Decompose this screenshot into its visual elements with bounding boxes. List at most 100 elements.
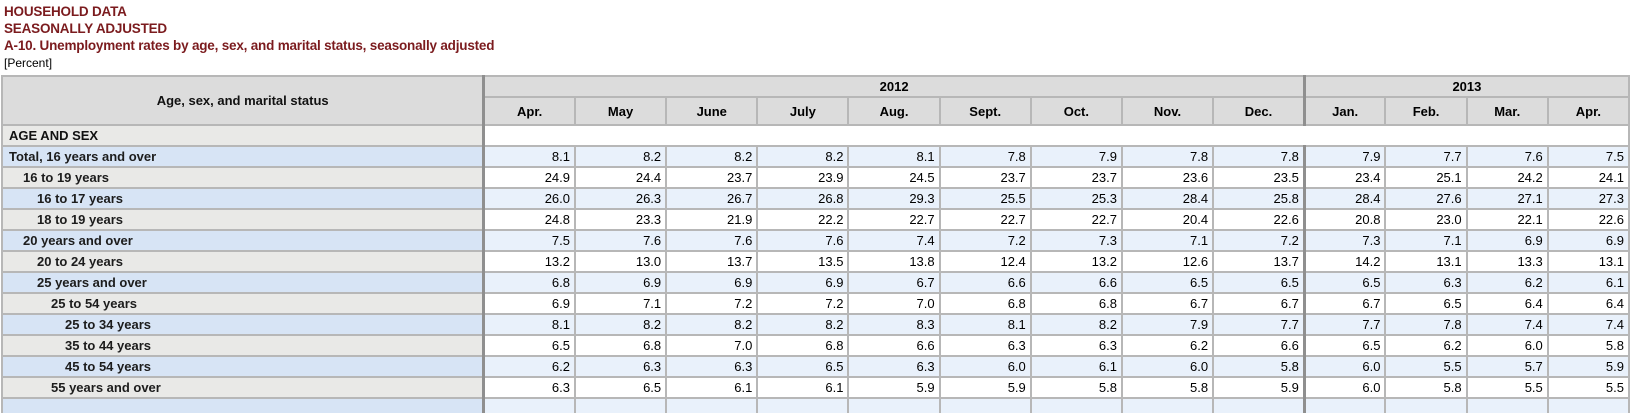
data-cell — [665, 397, 759, 413]
section-header-label: AGE AND SEX — [1, 124, 485, 147]
data-cell: 25.5 — [938, 187, 1032, 210]
data-cell: 6.8 — [482, 271, 577, 294]
data-cell: 5.5 — [1384, 355, 1468, 378]
data-cell: 27.1 — [1465, 187, 1549, 210]
data-cell: 8.3 — [847, 313, 941, 336]
data-cell: 24.1 — [1546, 166, 1631, 189]
data-cell: 13.2 — [482, 250, 577, 273]
table-row: 20 to 24 years 13.2 13.0 13.7 13.5 13.8 12.4 13… — [1, 250, 1631, 273]
data-cell: 25.8 — [1212, 187, 1306, 210]
data-cell: 5.7 — [1465, 355, 1549, 378]
data-cell: 6.3 — [1384, 271, 1468, 294]
data-cell: 6.3 — [573, 355, 668, 378]
data-cell: 6.8 — [573, 334, 668, 357]
header-row-months: Apr. May June July Aug. Sept. Oct. Nov. Dec. Jan.… — [2, 96, 1631, 126]
row-label-cell: 25 to 34 years — [1, 313, 485, 336]
data-cell: 6.8 — [938, 292, 1032, 315]
data-cell: 6.9 — [665, 271, 759, 294]
section-header-row: AGE AND SEX — [1, 124, 1631, 147]
unit-note: [Percent] — [4, 56, 53, 70]
data-cell: 21.9 — [665, 208, 759, 231]
row-label-cell: 45 to 54 years — [1, 355, 485, 378]
data-cell: 26.3 — [573, 187, 668, 210]
data-cell — [1465, 397, 1549, 413]
data-cell: 6.8 — [756, 334, 850, 357]
month-header: Sept. — [938, 96, 1032, 126]
row-label-cell: 25 years and over — [1, 271, 485, 294]
data-cell: 24.9 — [482, 166, 577, 189]
data-cell — [847, 397, 941, 413]
data-cell: 6.3 — [482, 376, 577, 399]
row-label-cell: 20 years and over — [1, 229, 485, 252]
data-cell: 7.1 — [573, 292, 668, 315]
data-cell: 7.9 — [1302, 145, 1387, 168]
data-cell: 6.6 — [847, 334, 941, 357]
data-cell: 6.5 — [482, 334, 577, 357]
data-cell: 5.9 — [1212, 376, 1306, 399]
data-cell: 7.7 — [1302, 313, 1387, 336]
data-cell: 7.6 — [573, 229, 668, 252]
data-cell: 6.7 — [847, 271, 941, 294]
data-cell: 6.0 — [938, 355, 1032, 378]
data-cell: 6.3 — [665, 355, 759, 378]
data-cell: 26.7 — [665, 187, 759, 210]
table-row: 16 to 19 years 24.9 24.4 23.7 23.9 24.5 23.7 23… — [1, 166, 1631, 189]
data-cell: 24.8 — [482, 208, 577, 231]
month-header: July — [756, 96, 850, 126]
data-cell: 7.2 — [756, 292, 850, 315]
data-cell: 22.6 — [1212, 208, 1306, 231]
month-header: Dec. — [1212, 96, 1306, 126]
row-label-cell: 16 to 19 years — [1, 166, 485, 189]
data-cell: 7.4 — [847, 229, 941, 252]
data-cell: 29.3 — [847, 187, 941, 210]
data-cell: 7.5 — [1546, 145, 1631, 168]
data-cell: 5.9 — [847, 376, 941, 399]
data-cell — [1546, 397, 1631, 413]
data-cell: 7.5 — [482, 229, 577, 252]
data-cell: 13.0 — [573, 250, 668, 273]
data-cell: 22.7 — [938, 208, 1032, 231]
data-cell: 7.1 — [1120, 229, 1215, 252]
table-row: Total, 16 years and over 8.1 8.2 8.2 8.2 8.1 7… — [1, 145, 1631, 168]
data-cell: 26.8 — [756, 187, 850, 210]
data-cell: 8.2 — [665, 145, 759, 168]
data-cell: 6.3 — [847, 355, 941, 378]
data-cell: 23.9 — [756, 166, 850, 189]
data-cell: 5.9 — [938, 376, 1032, 399]
month-header: Mar. — [1465, 96, 1549, 126]
data-cell: 13.8 — [847, 250, 941, 273]
data-cell: 6.5 — [756, 355, 850, 378]
data-cell: 23.4 — [1302, 166, 1387, 189]
data-cell: 13.5 — [756, 250, 850, 273]
data-cell: 5.9 — [1546, 355, 1631, 378]
data-cell: 6.0 — [1120, 355, 1215, 378]
data-cell: 6.8 — [1029, 292, 1123, 315]
data-cell: 6.5 — [1302, 271, 1387, 294]
month-header: May — [573, 96, 668, 126]
data-cell: 26.0 — [482, 187, 577, 210]
data-cell: 6.2 — [482, 355, 577, 378]
partial-clipped-row — [1, 397, 1631, 413]
table-row: 45 to 54 years 6.2 6.3 6.3 6.5 6.3 6.0 6.1 6.0 5.… — [1, 355, 1631, 378]
data-cell: 6.7 — [1212, 292, 1306, 315]
data-cell: 8.2 — [756, 313, 850, 336]
data-cell: 22.7 — [847, 208, 941, 231]
data-cell: 8.1 — [482, 145, 577, 168]
data-cell: 7.7 — [1212, 313, 1306, 336]
data-cell: 8.2 — [573, 313, 668, 336]
month-header: Nov. — [1120, 96, 1215, 126]
table-row: 25 to 54 years 6.9 7.1 7.2 7.2 7.0 6.8 6.8 6.7 6.… — [1, 292, 1631, 315]
household-data-heading: HOUSEHOLD DATA — [4, 4, 127, 19]
table-row: 35 to 44 years 6.5 6.8 7.0 6.8 6.6 6.3 6.3 6.2 6.… — [1, 334, 1631, 357]
data-cell: 7.6 — [665, 229, 759, 252]
table-row: 16 to 17 years 26.0 26.3 26.7 26.8 29.3 25.5 25… — [1, 187, 1631, 210]
data-cell: 25.1 — [1384, 166, 1468, 189]
data-cell: 24.4 — [573, 166, 668, 189]
data-cell: 22.6 — [1546, 208, 1631, 231]
month-header: Oct. — [1029, 96, 1123, 126]
data-cell: 13.1 — [1384, 250, 1468, 273]
data-cell: 7.2 — [938, 229, 1032, 252]
data-cell — [1384, 397, 1468, 413]
data-cell: 7.4 — [1546, 313, 1631, 336]
